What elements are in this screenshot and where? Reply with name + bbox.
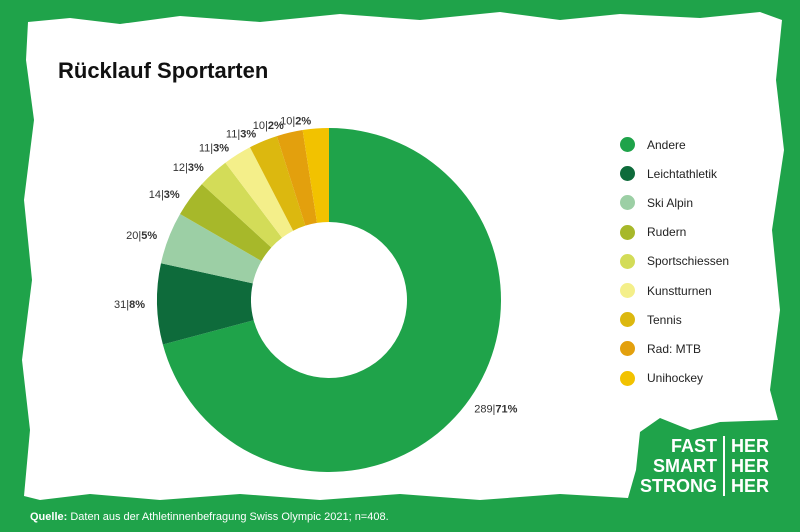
slice-tennis [249,136,306,231]
legend-swatch [620,312,635,328]
data-label-7: 10|2% [253,120,284,132]
brand-word-left-2: STRONG [640,476,718,496]
data-label-3: 14|3% [149,189,180,201]
brand-word-left-1: SMART [653,456,718,476]
legend-swatch [620,341,635,357]
brand-word-left-0: FAST [671,436,718,456]
legend-label: Tennis [647,312,682,327]
slice-unihockey [302,128,329,223]
source-label: Quelle: [30,511,68,523]
legend-item: Rudern [620,218,790,247]
legend-item: Ski Alpin [620,188,790,217]
brand-word-right-1: HER [731,456,770,476]
chart-title: Rücklauf Sportarten [58,58,269,83]
source-note: Quelle: Daten aus der Athletinnenbefragu… [30,511,389,523]
legend-item: Andere [620,130,790,159]
data-label-1: 31|8% [114,299,145,311]
legend-item: Rad: MTB [620,334,790,363]
legend-swatch [620,137,635,153]
slice-andere [162,128,502,472]
data-label-0: 289|71% [474,403,517,415]
legend-label: Unihockey [647,371,704,386]
legend-item: Unihockey [620,364,790,393]
legend-label: Andere [647,137,686,152]
data-label-8: 10|2% [280,116,311,128]
data-label-5: 11|3% [199,143,229,155]
slice-leichtathletik [157,263,254,345]
legend-label: Sportschiessen [647,254,730,269]
brand-word-right-2: HER [731,476,770,496]
legend-swatch [620,283,635,299]
legend-item: Kunstturnen [620,276,790,305]
data-label-2: 20|5% [126,230,157,242]
legend-swatch [620,370,635,386]
brand-right-words: HER HER HER [725,436,769,496]
legend-label: Rudern [647,225,687,240]
legend-item: Sportschiessen [620,247,790,276]
legend-label: Leichtathletik [647,166,718,181]
brand-left-words: FAST SMART STRONG [640,436,726,496]
chart-legend: Andere Leichtathletik Ski Alpin Rudern Sport… [620,130,790,393]
legend-label: Rad: MTB [647,341,702,356]
source-text: Daten aus der Athletinnenbefragung Swiss… [70,511,389,523]
legend-label: Kunstturnen [647,283,712,298]
legend-label: Ski Alpin [647,195,694,210]
brand-logo: FAST SMART STRONG HER HER HER [640,436,780,496]
slice-kunstturnen [225,147,294,238]
legend-item: Leichtathletik [620,159,790,188]
data-label-6: 11|3% [226,129,256,141]
legend-swatch [620,195,635,211]
data-label-4: 12|3% [173,162,204,174]
slice-sportschiessen [201,162,282,248]
legend-swatch [620,166,635,182]
legend-swatch [620,224,635,240]
slice-rad-mtb [276,130,318,226]
brand-word-right-0: HER [731,436,770,456]
slice-ski-alpin [160,214,262,284]
slice-rudern [180,184,272,261]
legend-item: Tennis [620,305,790,334]
legend-swatch [620,253,635,269]
